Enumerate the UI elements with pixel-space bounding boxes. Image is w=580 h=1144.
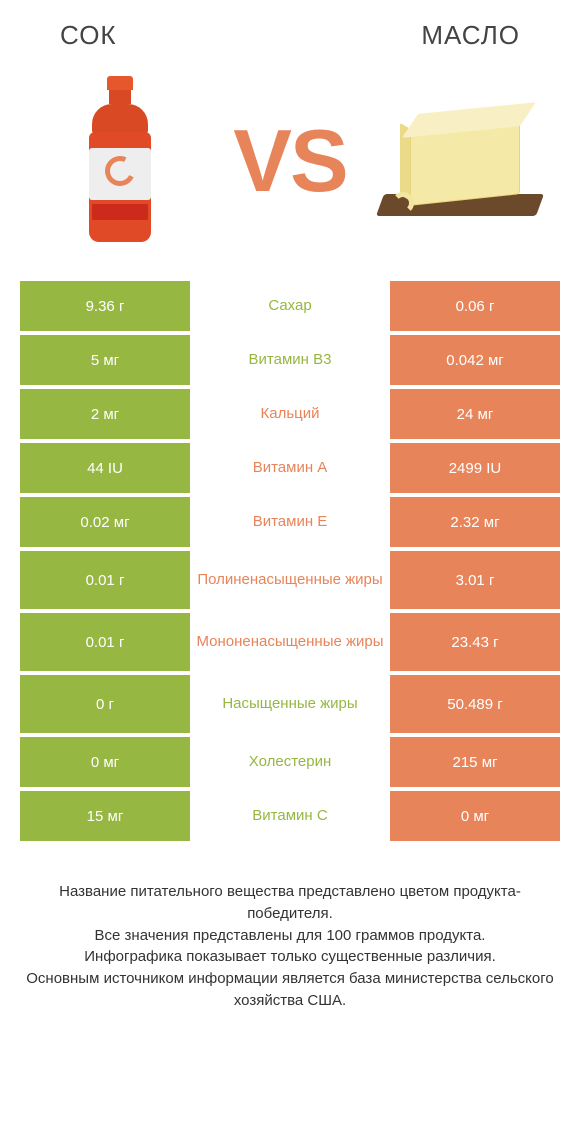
header-row: СОК МАСЛО [0, 0, 580, 61]
cell-left-value: 5 мг [20, 335, 190, 385]
hero-row: VS [0, 61, 580, 281]
cell-nutrient-label: Витамин B3 [190, 335, 390, 385]
footer-line: Название питательного вещества представл… [20, 881, 560, 925]
butter-icon [380, 96, 540, 226]
header-right-label: МАСЛО [421, 20, 520, 51]
cell-nutrient-label: Сахар [190, 281, 390, 331]
cell-nutrient-label: Полиненасыщенные жиры [190, 551, 390, 609]
table-row: 0 гНасыщенные жиры50.489 г [20, 675, 560, 733]
cell-left-value: 2 мг [20, 389, 190, 439]
product-right-image [380, 71, 540, 251]
footer-line: Основным источником информации является … [20, 968, 560, 1012]
cell-right-value: 2.32 мг [390, 497, 560, 547]
cell-right-value: 0.06 г [390, 281, 560, 331]
table-row: 0.02 мгВитамин E2.32 мг [20, 497, 560, 547]
cell-left-value: 0 г [20, 675, 190, 733]
table-row: 5 мгВитамин B30.042 мг [20, 335, 560, 385]
table-row: 0.01 гПолиненасыщенные жиры3.01 г [20, 551, 560, 609]
cell-left-value: 15 мг [20, 791, 190, 841]
cell-nutrient-label: Холестерин [190, 737, 390, 787]
cell-nutrient-label: Кальций [190, 389, 390, 439]
vs-label: VS [233, 110, 346, 212]
table-row: 9.36 гСахар0.06 г [20, 281, 560, 331]
cell-left-value: 9.36 г [20, 281, 190, 331]
cell-right-value: 215 мг [390, 737, 560, 787]
table-row: 44 IUВитамин A2499 IU [20, 443, 560, 493]
header-left-label: СОК [60, 20, 117, 51]
cell-right-value: 2499 IU [390, 443, 560, 493]
cell-right-value: 23.43 г [390, 613, 560, 671]
product-left-image [40, 71, 200, 251]
table-row: 2 мгКальций24 мг [20, 389, 560, 439]
footer-note: Название питательного вещества представл… [20, 881, 560, 1012]
cell-right-value: 50.489 г [390, 675, 560, 733]
footer-line: Инфографика показывает только существенн… [20, 946, 560, 968]
table-row: 0.01 гМононенасыщенные жиры23.43 г [20, 613, 560, 671]
infographic-container: СОК МАСЛО VS 9.36 гСахар0.06 г5 мгВитами… [0, 0, 580, 1012]
cell-left-value: 44 IU [20, 443, 190, 493]
bottle-icon [85, 76, 155, 246]
cell-left-value: 0.02 мг [20, 497, 190, 547]
cell-nutrient-label: Насыщенные жиры [190, 675, 390, 733]
cell-right-value: 24 мг [390, 389, 560, 439]
cell-right-value: 3.01 г [390, 551, 560, 609]
cell-right-value: 0 мг [390, 791, 560, 841]
cell-nutrient-label: Витамин C [190, 791, 390, 841]
footer-line: Все значения представлены для 100 граммо… [20, 925, 560, 947]
cell-left-value: 0.01 г [20, 551, 190, 609]
cell-nutrient-label: Мононенасыщенные жиры [190, 613, 390, 671]
table-row: 15 мгВитамин C0 мг [20, 791, 560, 841]
cell-left-value: 0 мг [20, 737, 190, 787]
comparison-table: 9.36 гСахар0.06 г5 мгВитамин B30.042 мг2… [20, 281, 560, 841]
cell-right-value: 0.042 мг [390, 335, 560, 385]
table-row: 0 мгХолестерин215 мг [20, 737, 560, 787]
cell-nutrient-label: Витамин E [190, 497, 390, 547]
cell-left-value: 0.01 г [20, 613, 190, 671]
cell-nutrient-label: Витамин A [190, 443, 390, 493]
